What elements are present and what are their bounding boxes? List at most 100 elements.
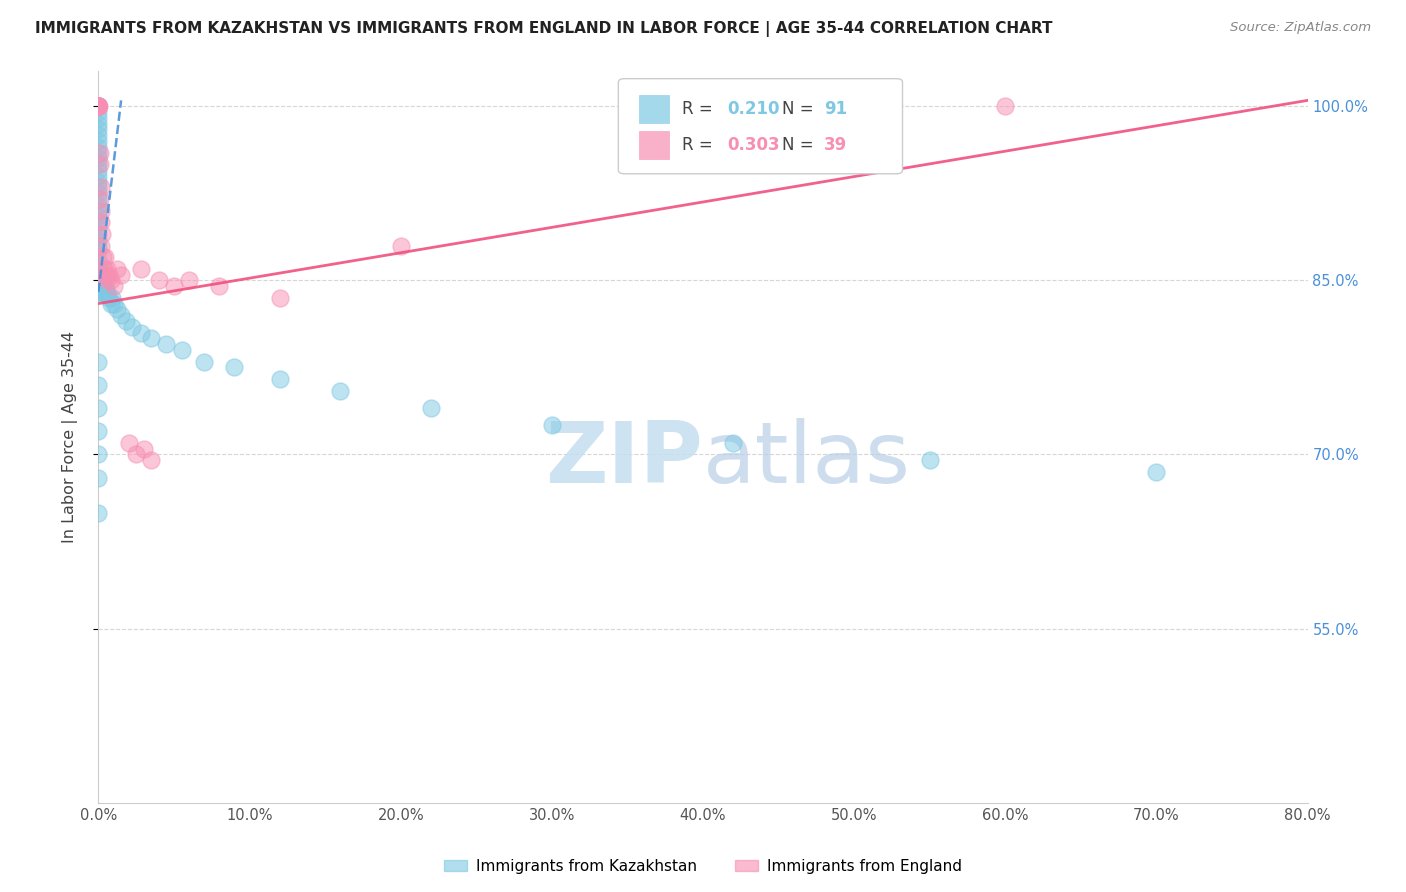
Point <box>103 296 125 310</box>
Point <box>89 273 111 287</box>
Point <box>94 287 117 301</box>
Point <box>1146 465 1168 479</box>
Point <box>89 271 111 285</box>
Text: R =: R = <box>682 100 718 118</box>
Point <box>93 285 115 299</box>
Point <box>87 424 110 438</box>
Point <box>110 308 132 322</box>
Point <box>87 99 110 113</box>
Point <box>87 227 110 241</box>
Point <box>90 276 112 290</box>
Point <box>994 99 1017 113</box>
Point <box>87 210 110 224</box>
Point <box>89 256 111 270</box>
Point <box>540 418 562 433</box>
Point <box>89 261 111 276</box>
Point <box>96 273 118 287</box>
Point <box>103 279 125 293</box>
Point <box>193 354 215 368</box>
Point <box>87 163 110 178</box>
Point <box>89 157 111 171</box>
Point <box>90 203 112 218</box>
Point <box>87 401 110 415</box>
Point <box>389 238 412 252</box>
Point <box>98 291 121 305</box>
Point <box>89 283 111 297</box>
Point <box>87 122 110 136</box>
Point <box>90 238 112 252</box>
Text: IMMIGRANTS FROM KAZAKHSTAN VS IMMIGRANTS FROM ENGLAND IN LABOR FORCE | AGE 35-44: IMMIGRANTS FROM KAZAKHSTAN VS IMMIGRANTS… <box>35 21 1053 37</box>
Point <box>94 268 117 282</box>
Point <box>89 145 111 160</box>
Point <box>87 99 110 113</box>
Point <box>269 291 291 305</box>
Point <box>89 276 111 290</box>
Point <box>179 273 201 287</box>
Point <box>89 268 111 282</box>
Point <box>87 99 110 113</box>
Text: N =: N = <box>782 136 818 154</box>
Text: 39: 39 <box>824 136 848 154</box>
Point <box>110 268 132 282</box>
Point <box>87 506 110 520</box>
Point <box>89 285 111 299</box>
Text: ZIP: ZIP <box>546 417 703 500</box>
Point <box>329 384 352 398</box>
Point <box>101 291 124 305</box>
Point <box>118 436 141 450</box>
Point <box>93 279 115 293</box>
Point <box>163 279 186 293</box>
Point <box>96 285 118 299</box>
Point <box>87 140 110 154</box>
Point <box>87 152 110 166</box>
Y-axis label: In Labor Force | Age 35-44: In Labor Force | Age 35-44 <box>62 331 77 543</box>
Point <box>87 99 110 113</box>
Point <box>89 99 111 113</box>
Text: atlas: atlas <box>703 417 911 500</box>
Point <box>90 283 112 297</box>
Point <box>93 285 115 299</box>
Point <box>87 105 110 120</box>
Point <box>94 250 117 264</box>
Point <box>91 285 114 299</box>
Point <box>170 343 193 357</box>
Point <box>87 180 110 194</box>
Point <box>91 279 114 293</box>
Point <box>100 273 122 287</box>
Point <box>90 285 112 299</box>
Point <box>89 273 111 287</box>
FancyBboxPatch shape <box>619 78 903 174</box>
Point <box>87 203 110 218</box>
Point <box>90 215 112 229</box>
Point <box>723 436 745 450</box>
Point <box>90 285 112 299</box>
Text: 0.210: 0.210 <box>727 100 780 118</box>
Text: 91: 91 <box>824 100 846 118</box>
Point <box>90 180 112 194</box>
Point <box>90 279 112 293</box>
Point <box>105 261 128 276</box>
Point <box>90 276 112 290</box>
Legend: Immigrants from Kazakhstan, Immigrants from England: Immigrants from Kazakhstan, Immigrants f… <box>437 853 969 880</box>
Point <box>269 372 291 386</box>
Point <box>93 279 115 293</box>
Point <box>87 99 110 113</box>
Point <box>89 279 111 293</box>
Point <box>89 192 111 206</box>
Point <box>87 186 110 201</box>
Point <box>87 99 110 113</box>
Point <box>208 279 231 293</box>
Point <box>420 401 443 415</box>
Point <box>87 175 110 189</box>
Point <box>87 134 110 148</box>
Point <box>87 448 110 462</box>
Point <box>114 314 136 328</box>
Point <box>93 268 115 282</box>
Point <box>91 285 114 299</box>
FancyBboxPatch shape <box>638 131 669 159</box>
Point <box>94 283 117 297</box>
Point <box>87 198 110 212</box>
Point <box>91 279 114 293</box>
Point <box>87 233 110 247</box>
Point <box>121 319 143 334</box>
